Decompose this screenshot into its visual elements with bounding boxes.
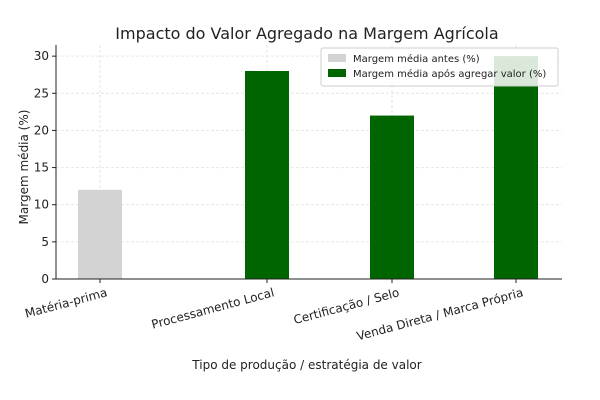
legend-swatch [328, 54, 346, 62]
y-tick-label: 10 [34, 198, 49, 212]
x-tick-label: Certificação / Selo [292, 285, 401, 327]
y-axis-label: Margem média (%) [17, 110, 31, 225]
legend: Margem média antes (%) Margem média após … [320, 47, 559, 87]
y-tick-label: 15 [34, 161, 49, 175]
y-tick-label: 0 [41, 272, 49, 286]
y-tick-label: 30 [34, 49, 49, 63]
legend-box [320, 47, 559, 87]
legend-swatch [328, 69, 346, 77]
axes [55, 45, 562, 280]
bar-before-0 [78, 189, 122, 279]
y-ticks: 0 5 10 15 20 25 30 [34, 49, 56, 286]
bar-after-2 [370, 115, 414, 279]
y-tick-label: 5 [41, 235, 49, 249]
x-tick-label: Processamento Local [150, 285, 276, 331]
bar-after-1 [245, 71, 289, 279]
x-tick-label: Matéria-prima [23, 285, 108, 320]
bar-after-3 [494, 56, 538, 280]
x-axis-label: Tipo de produção / estratégia de valor [191, 358, 421, 372]
legend-entry: Margem média antes (%) [353, 53, 480, 65]
bars [78, 56, 538, 280]
x-ticks: Matéria-prima Processamento Local Certific… [23, 279, 525, 343]
legend-entry: Margem média após agregar valor (%) [353, 68, 546, 80]
y-tick-label: 20 [34, 123, 49, 137]
y-tick-label: 25 [34, 86, 49, 100]
chart-title: Impacto do Valor Agregado na Margem Agrí… [115, 24, 498, 43]
